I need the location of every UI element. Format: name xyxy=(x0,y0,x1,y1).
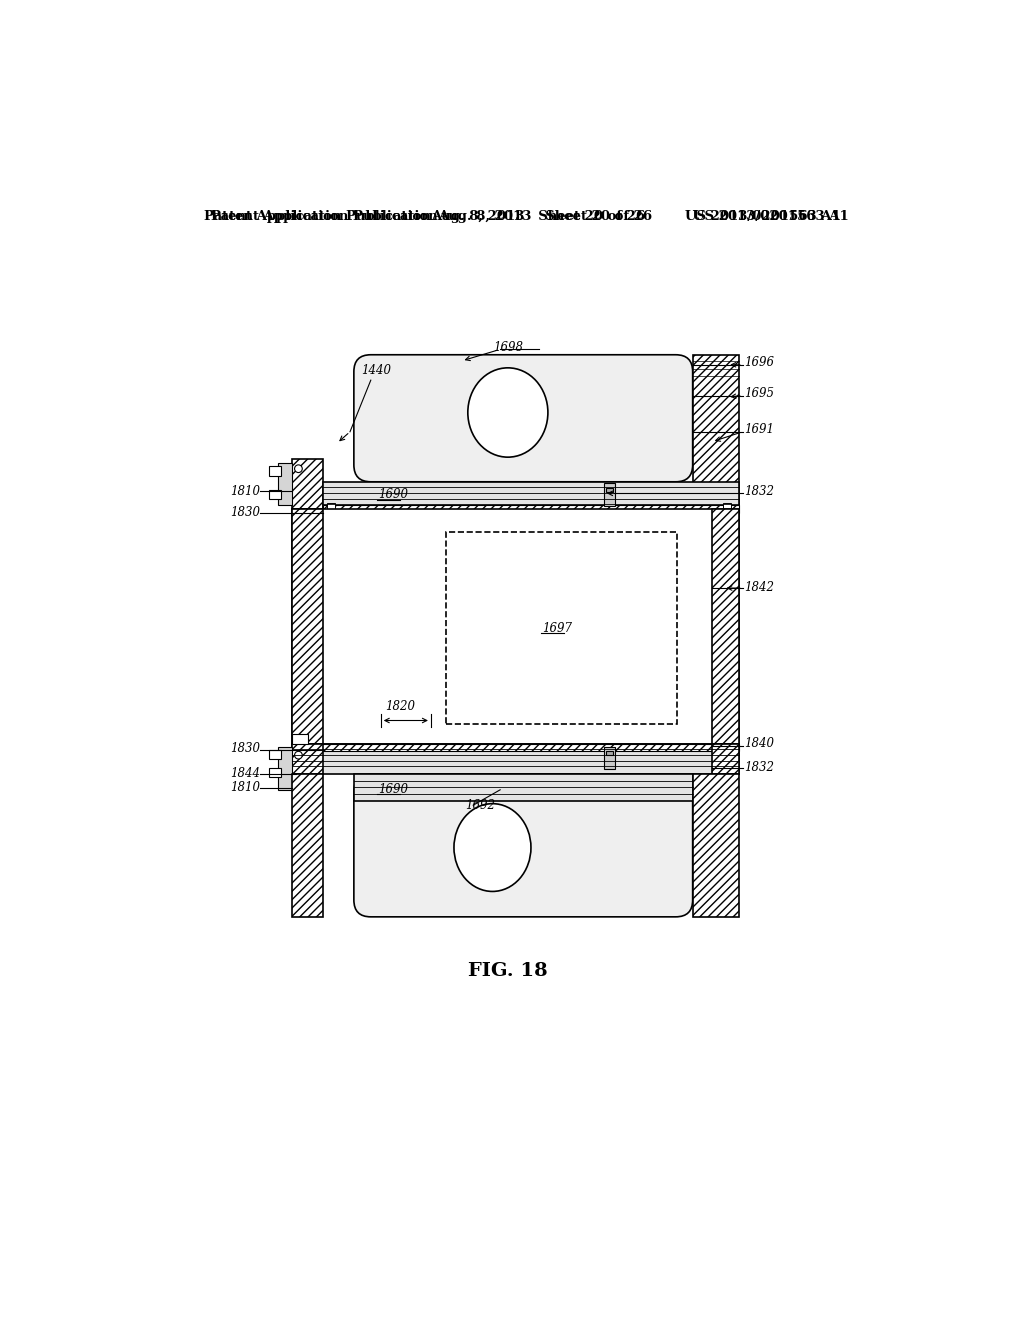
Bar xyxy=(323,506,739,512)
Text: 1690: 1690 xyxy=(379,488,409,502)
Text: 1832: 1832 xyxy=(744,760,774,774)
Bar xyxy=(292,743,739,775)
Text: Aug. 8, 2013   Sheet 20 of 26: Aug. 8, 2013 Sheet 20 of 26 xyxy=(438,210,652,223)
Bar xyxy=(712,743,739,775)
Bar xyxy=(269,768,281,777)
Bar xyxy=(692,355,739,508)
Text: 1692: 1692 xyxy=(466,799,496,812)
Bar xyxy=(605,751,613,755)
Bar xyxy=(446,532,677,725)
Bar xyxy=(269,466,281,475)
Bar xyxy=(604,483,614,507)
Bar xyxy=(692,775,739,917)
Bar xyxy=(292,734,307,743)
Bar xyxy=(712,508,739,743)
Text: 1842: 1842 xyxy=(744,581,774,594)
Bar xyxy=(292,459,323,508)
Text: 1810: 1810 xyxy=(230,484,260,498)
Bar xyxy=(605,488,613,492)
Text: 1830: 1830 xyxy=(230,742,260,755)
Text: 1690: 1690 xyxy=(379,783,409,796)
Text: 1832: 1832 xyxy=(744,486,774,499)
Bar xyxy=(292,743,739,751)
Text: 1695: 1695 xyxy=(744,387,774,400)
Text: 1691: 1691 xyxy=(744,422,774,436)
Bar xyxy=(269,750,281,759)
Bar xyxy=(279,462,292,506)
Text: 1440: 1440 xyxy=(361,364,391,378)
Text: Patent Application Publication: Patent Application Publication xyxy=(204,210,430,223)
Text: Patent Application Publication: Patent Application Publication xyxy=(211,210,438,223)
Text: 1840: 1840 xyxy=(744,737,774,750)
Ellipse shape xyxy=(295,751,302,759)
Ellipse shape xyxy=(454,804,531,891)
Bar xyxy=(724,743,731,751)
FancyBboxPatch shape xyxy=(354,355,692,482)
Bar xyxy=(269,490,281,499)
Ellipse shape xyxy=(295,465,302,473)
Bar xyxy=(327,503,335,511)
Bar xyxy=(292,775,323,917)
Text: 1820: 1820 xyxy=(385,700,415,713)
Text: FIG. 18: FIG. 18 xyxy=(468,962,548,979)
Text: 1698: 1698 xyxy=(493,341,523,354)
Bar xyxy=(323,482,739,508)
FancyBboxPatch shape xyxy=(354,775,692,917)
Text: US 2013/0201563 A1: US 2013/0201563 A1 xyxy=(692,210,849,223)
Text: Aug. 8, 2013   Sheet 20 of 26: Aug. 8, 2013 Sheet 20 of 26 xyxy=(431,210,645,223)
Bar xyxy=(292,743,323,775)
Text: 1697: 1697 xyxy=(543,622,572,635)
Text: 1810: 1810 xyxy=(230,781,260,795)
Bar xyxy=(292,508,323,743)
Bar xyxy=(724,503,731,511)
Bar xyxy=(292,508,739,743)
Bar xyxy=(279,747,292,789)
Text: 1696: 1696 xyxy=(744,356,774,370)
Bar xyxy=(354,775,692,801)
Text: 1830: 1830 xyxy=(230,506,260,519)
Text: 1844: 1844 xyxy=(230,767,260,780)
Bar xyxy=(604,747,614,770)
Text: US 2013/0201563 A1: US 2013/0201563 A1 xyxy=(685,210,841,223)
Bar xyxy=(296,743,304,751)
Ellipse shape xyxy=(468,368,548,457)
